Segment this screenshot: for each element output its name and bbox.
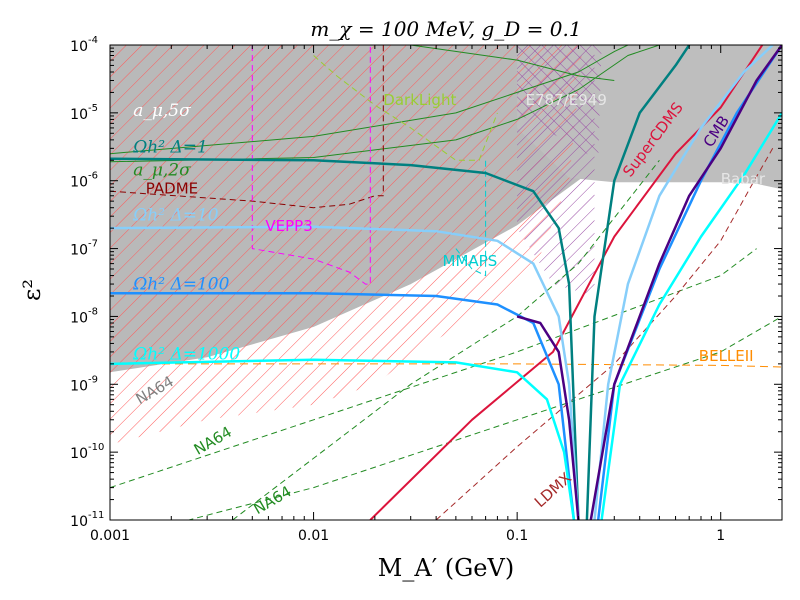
region-na64-hatch xyxy=(110,45,583,445)
annotation-a-5-0: a_μ,5σ xyxy=(133,101,191,121)
series-omega-h2-delta-1-right xyxy=(585,45,691,520)
annotation-padme-3: PADME xyxy=(146,179,198,197)
y-tick-exponent: -7 xyxy=(88,239,98,250)
series-na64-upper xyxy=(110,248,757,489)
y-tick-label: 10 xyxy=(70,243,88,259)
y-tick-label: 10 xyxy=(70,107,88,123)
series-na64-lower xyxy=(186,315,782,520)
series-a-mu-2sigma-lower xyxy=(110,45,660,163)
series-omega-h2-delta-100 xyxy=(110,291,576,520)
y-tick-exponent: -5 xyxy=(88,103,98,114)
region-cross-hatch xyxy=(517,45,602,161)
y-tick-label: 10 xyxy=(70,446,88,462)
series-ldmx xyxy=(435,148,774,520)
y-tick-label: 10 xyxy=(70,175,88,191)
y-tick-label: 10 xyxy=(70,310,88,326)
series-a-mu-extra xyxy=(410,45,615,81)
y-tick-exponent: -10 xyxy=(88,442,104,453)
series-a-mu-2sigma-upper xyxy=(110,45,629,155)
series-omega-h2-delta-1 xyxy=(110,157,580,520)
plot-frame xyxy=(109,44,783,521)
annotation-a-2-1: a_μ,2σ xyxy=(133,160,191,180)
series-padme xyxy=(110,45,384,209)
series-darklight xyxy=(313,55,498,161)
y-tick-exponent: -6 xyxy=(88,171,98,182)
y-tick-label: 10 xyxy=(70,378,88,394)
annotation-belleii-14: BELLEII xyxy=(699,347,754,365)
series-omega-h2-delta-10 xyxy=(110,225,580,520)
annotation-h-1-2: Ωh² Δ=1 xyxy=(132,138,208,158)
x-tick-label: 0.01 xyxy=(298,528,329,544)
y-tick-exponent: -11 xyxy=(88,510,104,521)
x-tick-label: 0.001 xyxy=(90,528,130,544)
annotation-h-100-9: Ωh² Δ=100 xyxy=(132,274,229,294)
series-cmb-right xyxy=(589,45,782,520)
annotation-babar-18: Babar xyxy=(721,170,766,188)
annotation-h-10-4: Ωh² Δ=10 xyxy=(132,205,219,225)
x-tick-label: 1 xyxy=(716,528,725,544)
series-vepp3 xyxy=(251,45,371,285)
y-tick-exponent: -9 xyxy=(88,374,98,385)
series-mmaps xyxy=(455,160,487,277)
chart-title: m_χ = 100 MeV, g_D = 0.1 xyxy=(310,17,581,41)
annotation-e787-e949-7: E787/E949 xyxy=(526,91,607,109)
series-omega-h2-delta-1000 xyxy=(110,358,576,520)
annotation-darklight-6: DarkLight xyxy=(383,91,456,109)
annotation-vepp3-5: VEPP3 xyxy=(265,217,312,235)
y-tick-label: 10 xyxy=(70,39,88,55)
y-tick-exponent: -4 xyxy=(88,35,98,46)
series-omega-h2-delta-10-right xyxy=(593,45,774,520)
x-axis-label: M_A′ (GeV) xyxy=(378,554,514,582)
y-tick-exponent: -8 xyxy=(88,306,98,317)
y-axis-label: ε² xyxy=(18,279,46,301)
series-belleii xyxy=(110,363,782,368)
y-tick-label: 10 xyxy=(70,514,88,530)
x-tick-label: 0.1 xyxy=(506,528,528,544)
series-omega-h2-delta-1000-right xyxy=(600,112,782,520)
annotation-mmaps-8: MMAPS xyxy=(443,252,498,270)
series-cmb xyxy=(516,315,580,520)
annotation-h-1000-10: Ωh² Δ=1000 xyxy=(132,345,240,365)
series-supercdms xyxy=(369,45,764,520)
